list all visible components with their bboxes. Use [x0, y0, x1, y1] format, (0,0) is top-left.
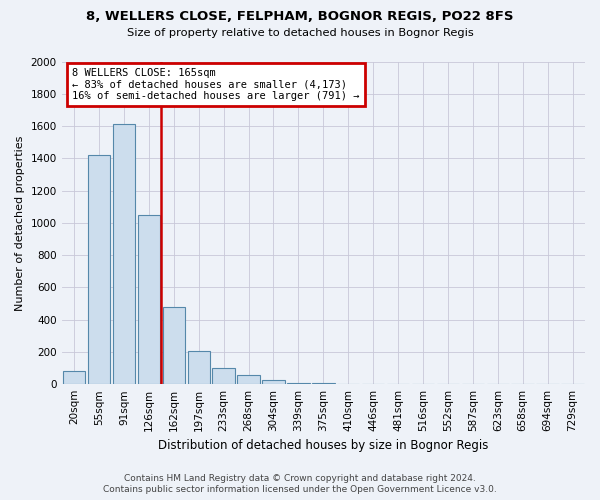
- Bar: [212, 368, 235, 384]
- Bar: [287, 382, 310, 384]
- Text: 8, WELLERS CLOSE, FELPHAM, BOGNOR REGIS, PO22 8FS: 8, WELLERS CLOSE, FELPHAM, BOGNOR REGIS,…: [86, 10, 514, 23]
- Text: 8 WELLERS CLOSE: 165sqm
← 83% of detached houses are smaller (4,173)
16% of semi: 8 WELLERS CLOSE: 165sqm ← 83% of detache…: [72, 68, 359, 101]
- Bar: [88, 155, 110, 384]
- Text: Size of property relative to detached houses in Bognor Regis: Size of property relative to detached ho…: [127, 28, 473, 38]
- Y-axis label: Number of detached properties: Number of detached properties: [15, 135, 25, 310]
- Bar: [163, 306, 185, 384]
- Bar: [188, 351, 210, 384]
- Bar: [63, 372, 85, 384]
- Bar: [137, 215, 160, 384]
- Bar: [238, 376, 260, 384]
- Bar: [262, 380, 285, 384]
- Text: Contains HM Land Registry data © Crown copyright and database right 2024.
Contai: Contains HM Land Registry data © Crown c…: [103, 474, 497, 494]
- X-axis label: Distribution of detached houses by size in Bognor Regis: Distribution of detached houses by size …: [158, 440, 488, 452]
- Bar: [113, 124, 135, 384]
